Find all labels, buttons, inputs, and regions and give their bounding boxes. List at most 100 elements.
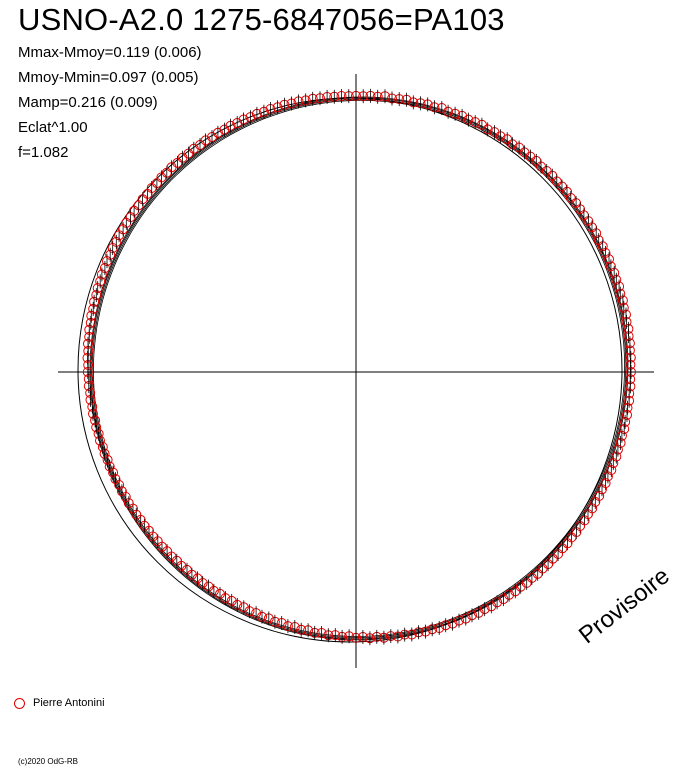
stat-frequency: f=1.082 xyxy=(18,144,69,161)
data-point xyxy=(351,88,361,103)
data-point xyxy=(82,350,93,365)
data-point xyxy=(625,379,636,394)
data-point xyxy=(123,496,134,511)
data-point xyxy=(619,422,630,436)
data-point xyxy=(316,626,327,640)
data-point xyxy=(617,293,628,308)
data-point xyxy=(406,627,417,642)
data-point xyxy=(293,94,304,109)
data-point xyxy=(612,442,623,457)
data-point xyxy=(447,616,458,631)
data-point xyxy=(99,261,110,275)
data-point xyxy=(309,625,320,640)
data-point xyxy=(107,241,118,255)
data-point xyxy=(269,614,280,629)
data-point xyxy=(609,265,620,280)
data-point xyxy=(131,507,142,522)
data-point xyxy=(83,358,94,372)
data-point xyxy=(96,267,107,282)
data-point xyxy=(203,579,214,594)
data-point xyxy=(225,118,236,133)
data-point xyxy=(289,620,300,634)
data-point xyxy=(300,93,311,108)
data-point xyxy=(83,372,94,386)
stat-mmoy-mmin: Mmoy-Mmin=0.097 (0.005) xyxy=(18,69,199,86)
data-point xyxy=(84,322,95,337)
data-point xyxy=(387,91,397,106)
data-point xyxy=(557,179,567,194)
data-point xyxy=(323,628,334,643)
data-point xyxy=(394,92,405,107)
data-point xyxy=(257,609,267,624)
data-point xyxy=(357,630,368,644)
data-point xyxy=(434,621,445,635)
legend: Pierre Antonini xyxy=(14,697,105,709)
data-point xyxy=(611,449,622,464)
data-point xyxy=(105,247,116,262)
data-point xyxy=(88,406,98,421)
data-point xyxy=(450,106,461,121)
data-point xyxy=(282,619,293,634)
data-point xyxy=(615,286,626,301)
data-point xyxy=(565,191,576,205)
data-point xyxy=(597,482,607,497)
data-point xyxy=(358,89,369,104)
data-point xyxy=(245,110,256,125)
data-point xyxy=(88,301,99,316)
data-point xyxy=(621,307,631,322)
data-point xyxy=(420,624,431,639)
data-point xyxy=(263,611,274,626)
data-point xyxy=(329,89,340,104)
data-point xyxy=(102,254,112,269)
data-point xyxy=(463,112,474,127)
stat-mamp: Mamp=0.216 (0.009) xyxy=(18,94,158,111)
data-point xyxy=(473,605,484,620)
data-point xyxy=(315,91,325,106)
data-point xyxy=(590,494,601,509)
data-point xyxy=(125,210,136,225)
data-point xyxy=(307,91,318,106)
data-point xyxy=(343,89,354,104)
stat-mmax-mmoy: Mmax-Mmoy=0.119 (0.006) xyxy=(18,44,202,61)
data-point xyxy=(86,308,97,323)
data-point xyxy=(92,281,103,296)
data-point xyxy=(470,115,481,130)
data-point xyxy=(622,400,633,415)
legend-marker-icon xyxy=(14,697,25,709)
data-point xyxy=(172,155,183,170)
data-point xyxy=(399,627,410,642)
data-point xyxy=(91,288,102,303)
data-point xyxy=(507,137,518,152)
data-point xyxy=(258,104,269,119)
data-point xyxy=(336,89,347,103)
data-point xyxy=(364,631,375,646)
data-point xyxy=(562,536,573,551)
data-point xyxy=(95,274,106,289)
data-point xyxy=(85,385,96,400)
data-point xyxy=(139,518,150,533)
data-point xyxy=(344,629,355,644)
data-point xyxy=(600,246,611,260)
data-point xyxy=(392,629,403,644)
data-point xyxy=(111,234,122,249)
data-point xyxy=(614,279,625,294)
data-point xyxy=(83,336,93,351)
data-point xyxy=(238,112,249,127)
data-point xyxy=(621,314,632,329)
data-point xyxy=(215,586,225,601)
data-point xyxy=(454,613,464,628)
data-point xyxy=(597,239,608,254)
data-point xyxy=(521,575,532,590)
data-point xyxy=(616,428,627,443)
data-point xyxy=(272,100,283,115)
data-point xyxy=(526,570,537,585)
fit-curve xyxy=(91,98,627,639)
data-point xyxy=(498,592,509,607)
data-point xyxy=(97,440,108,454)
data-point xyxy=(415,96,426,111)
data-point xyxy=(303,623,314,638)
data-point xyxy=(93,426,104,441)
data-point xyxy=(460,611,471,626)
data-point xyxy=(608,456,619,471)
